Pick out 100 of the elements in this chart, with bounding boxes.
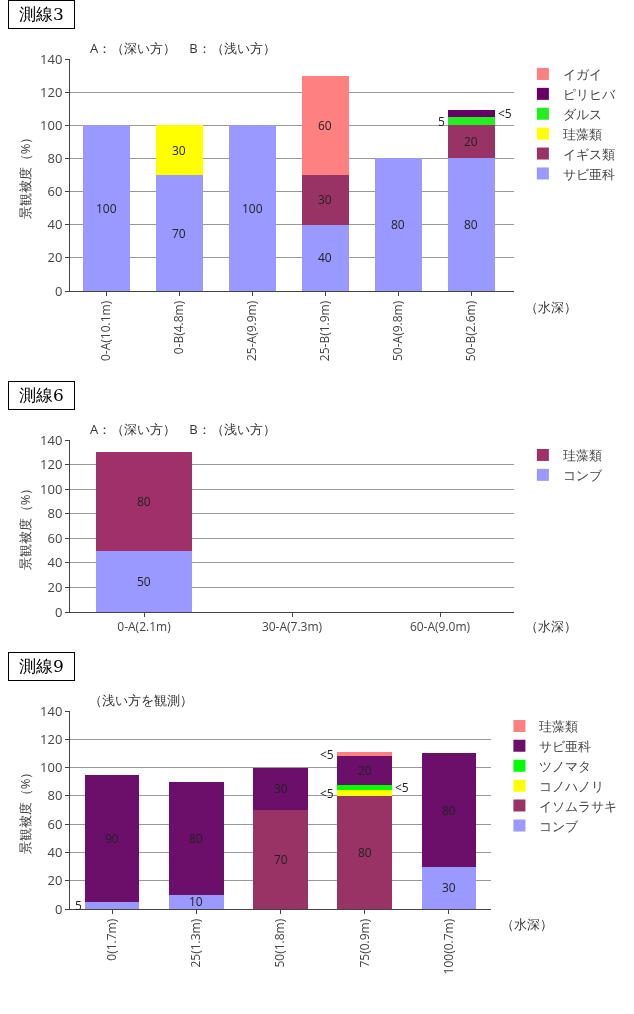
y-tick-label: 120 xyxy=(40,82,63,101)
data-label: 30 xyxy=(442,879,456,896)
y-tick-label: 0 xyxy=(54,899,63,918)
legend-label: イギス類 xyxy=(562,144,615,163)
data-label: <5 xyxy=(320,746,334,763)
x-tick-label: 50(1.8m) xyxy=(271,918,289,968)
bar xyxy=(168,894,224,909)
y-tick-label: 20 xyxy=(47,577,63,596)
data-label: 40 xyxy=(318,249,332,266)
bar xyxy=(301,175,350,225)
legend-label: イガイ xyxy=(562,65,602,84)
legend-label: 珪藻類 xyxy=(539,717,579,736)
text: （水深） xyxy=(501,915,553,933)
text: （水深） xyxy=(525,617,577,635)
data-label: <5 xyxy=(395,779,409,796)
bar xyxy=(337,752,393,757)
x-tick-label: 50-A(9.8m) xyxy=(389,300,407,362)
data-label: 50 xyxy=(137,573,151,590)
bar xyxy=(337,790,393,796)
x-tick-label: 0-A(10.1m) xyxy=(97,300,115,362)
legend-label: コンブ xyxy=(562,465,603,484)
y-tick-label: 20 xyxy=(47,248,63,267)
bar xyxy=(447,110,495,117)
data-label: 70 xyxy=(172,225,186,242)
y-tick-label: 80 xyxy=(47,148,63,167)
data-label: 30 xyxy=(274,780,288,797)
y-tick-label: 60 xyxy=(47,182,63,201)
x-tick-label: 25-A(9.9m) xyxy=(243,300,261,362)
data-label: 80 xyxy=(137,493,151,510)
data-label: 100 xyxy=(96,200,117,217)
bar xyxy=(447,158,495,291)
y-tick-label: 40 xyxy=(47,553,63,572)
data-label: 90 xyxy=(105,830,119,847)
bar xyxy=(253,767,308,810)
y-tick-label: 20 xyxy=(47,871,63,890)
legend-label: サビ亜科 xyxy=(562,164,615,183)
x-tick-label: 25(1.3m) xyxy=(187,918,205,968)
data-label: 10 xyxy=(189,893,203,910)
y-tick-label: 140 xyxy=(40,430,63,449)
data-label: <5 xyxy=(498,105,512,122)
x-tick-label: 0-A(2.1m) xyxy=(117,618,172,636)
chart-title: 測線3 xyxy=(8,0,75,29)
y-tick-label: 60 xyxy=(47,528,63,547)
x-tick-label: 100(0.7m) xyxy=(439,918,457,975)
data-label: 100 xyxy=(242,200,263,217)
legend-label: サビ亜科 xyxy=(539,736,592,755)
x-tick-label: 60-A(9.0m) xyxy=(409,618,471,636)
data-label: 5 xyxy=(438,113,445,130)
y-tick-label: 100 xyxy=(40,758,63,777)
legend-label: ツノマタ xyxy=(539,756,592,775)
x-tick-label: 25-B(1.9m) xyxy=(316,300,334,362)
bar xyxy=(82,125,131,291)
bar xyxy=(374,158,423,291)
legend-label: 珪藻類 xyxy=(562,124,602,143)
bar xyxy=(84,901,140,909)
y-tick-label: 120 xyxy=(40,455,63,474)
bar xyxy=(301,75,350,175)
y-tick-label: 100 xyxy=(40,479,63,498)
data-label: 80 xyxy=(464,216,478,233)
bar xyxy=(421,866,477,909)
chart-title: 測線9 xyxy=(8,652,75,681)
x-tick-label: 0-B(4.8m) xyxy=(170,300,188,355)
y-axis-title: 景観被度（%） xyxy=(16,481,35,571)
bar xyxy=(337,795,393,909)
bar xyxy=(168,781,224,895)
bar xyxy=(447,125,495,159)
data-label: 20 xyxy=(464,133,478,150)
data-label: 30 xyxy=(318,191,332,208)
x-tick-label: 0(1.7m) xyxy=(103,918,120,961)
text: （浅い方を観測） xyxy=(89,691,193,709)
text: A：（深い方） B：（浅い方） xyxy=(90,420,276,438)
y-tick-label: 0 xyxy=(54,281,63,300)
data-label: 80 xyxy=(189,830,203,847)
bar xyxy=(155,125,204,175)
data-label: <5 xyxy=(320,785,334,802)
y-tick-label: 60 xyxy=(47,814,63,833)
legend-label: イソムラサキ xyxy=(539,796,618,815)
data-label: 20 xyxy=(358,762,372,779)
text: A：（深い方） B：（浅い方） xyxy=(90,39,276,57)
y-tick-label: 140 xyxy=(40,701,63,720)
x-tick-label: 75(0.9m) xyxy=(355,918,373,968)
bar xyxy=(84,774,140,902)
bar xyxy=(447,117,495,126)
y-axis-title: 景観被度（%） xyxy=(16,765,35,855)
data-label: 80 xyxy=(442,802,456,819)
y-tick-label: 40 xyxy=(47,842,63,861)
data-label: 30 xyxy=(172,142,186,159)
data-label: 80 xyxy=(391,216,405,233)
y-tick-label: 100 xyxy=(40,115,63,134)
legend-label: ダルス xyxy=(562,104,602,123)
y-tick-label: 120 xyxy=(40,729,63,748)
bar xyxy=(337,756,393,785)
x-tick-label: 50-B(2.6m) xyxy=(462,300,480,362)
data-label: 5 xyxy=(75,897,82,914)
chart-title: 測線6 xyxy=(8,381,75,410)
y-tick-label: 40 xyxy=(47,215,63,234)
y-tick-label: 80 xyxy=(47,786,63,805)
bar xyxy=(253,810,308,909)
y-tick-label: 0 xyxy=(54,602,63,621)
legend-label: コノハノリ xyxy=(539,776,605,795)
